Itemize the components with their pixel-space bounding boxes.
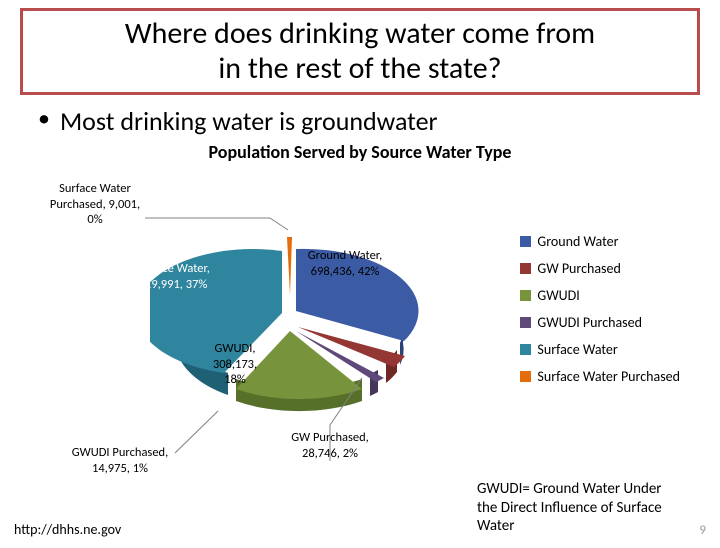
bullet-dot-icon: • xyxy=(38,105,50,134)
callout-gw-purchased: GW Purchased, 28,746, 2% xyxy=(280,430,380,461)
callout-gwudi: GWUDI, 308,173, 18% xyxy=(205,341,265,388)
page-number: 9 xyxy=(699,523,706,538)
legend-swatch-icon xyxy=(520,290,531,301)
title-line-2: in the rest of the state? xyxy=(35,52,685,87)
legend-item: Surface Water xyxy=(520,341,680,358)
legend-item: Surface Water Purchased xyxy=(520,368,680,385)
callout-line: 28,746, 2% xyxy=(280,446,380,462)
legend-label: Ground Water xyxy=(537,233,618,250)
callout-line: Ground Water, xyxy=(300,248,390,264)
callout-line: GW Purchased, xyxy=(280,430,380,446)
callout-gwudi-purchased: GWUDI Purchased, 14,975, 1% xyxy=(60,445,180,476)
pie-chart xyxy=(160,203,420,433)
callout-line: 14,975, 1% xyxy=(60,461,180,477)
legend-label: GWUDI Purchased xyxy=(537,314,642,331)
callout-sw-purchased: Surface Water Purchased, 9,001, 0% xyxy=(40,181,150,228)
chart-area: Surface Water Purchased, 9,001, 0% Surfa… xyxy=(0,163,720,503)
legend-swatch-icon xyxy=(520,263,531,274)
bullet-item: • Most drinking water is groundwater xyxy=(38,105,690,137)
callout-line: Purchased, 9,001, xyxy=(40,197,150,213)
footnote: GWUDI= Ground Water Under the Direct Inf… xyxy=(477,480,692,536)
callout-ground-water: Ground Water, 698,436, 42% xyxy=(300,248,390,279)
bullet-text: Most drinking water is groundwater xyxy=(60,105,438,137)
callout-line: GWUDI Purchased, xyxy=(60,445,180,461)
legend-label: GWUDI xyxy=(537,287,579,304)
legend-item: GWUDI xyxy=(520,287,680,304)
callout-line: 308,173, xyxy=(205,357,265,373)
title-box: Where does drinking water come from in t… xyxy=(20,8,700,95)
legend-swatch-icon xyxy=(520,344,531,355)
slice-sw-purchased xyxy=(287,237,292,295)
legend-label: Surface Water xyxy=(537,341,617,358)
callout-line: 698,436, 42% xyxy=(300,264,390,280)
callout-line: Surface Water, xyxy=(128,261,218,277)
legend-item: Ground Water xyxy=(520,233,680,250)
callout-surface-water: Surface Water, 619,991, 37% xyxy=(128,261,218,292)
legend-label: Surface Water Purchased xyxy=(537,368,680,385)
callout-line: Surface Water xyxy=(40,181,150,197)
legend-swatch-icon xyxy=(520,317,531,328)
source-url: http://dhhs.ne.gov xyxy=(14,521,121,538)
title-line-1: Where does drinking water come from xyxy=(35,17,685,52)
callout-line: 0% xyxy=(40,212,150,228)
legend-swatch-icon xyxy=(520,371,531,382)
callout-line: GWUDI, xyxy=(205,341,265,357)
chart-title: Population Served by Source Water Type xyxy=(0,141,720,163)
legend-item: GWUDI Purchased xyxy=(520,314,680,331)
footnote-line: Water xyxy=(477,517,692,536)
legend: Ground Water GW Purchased GWUDI GWUDI Purch… xyxy=(520,233,680,395)
callout-line: 18% xyxy=(205,372,265,388)
footnote-line: the Direct Influence of Surface xyxy=(477,499,692,518)
legend-label: GW Purchased xyxy=(537,260,620,277)
legend-swatch-icon xyxy=(520,236,531,247)
footnote-line: GWUDI= Ground Water Under xyxy=(477,480,692,499)
callout-line: 619,991, 37% xyxy=(128,277,218,293)
legend-item: GW Purchased xyxy=(520,260,680,277)
